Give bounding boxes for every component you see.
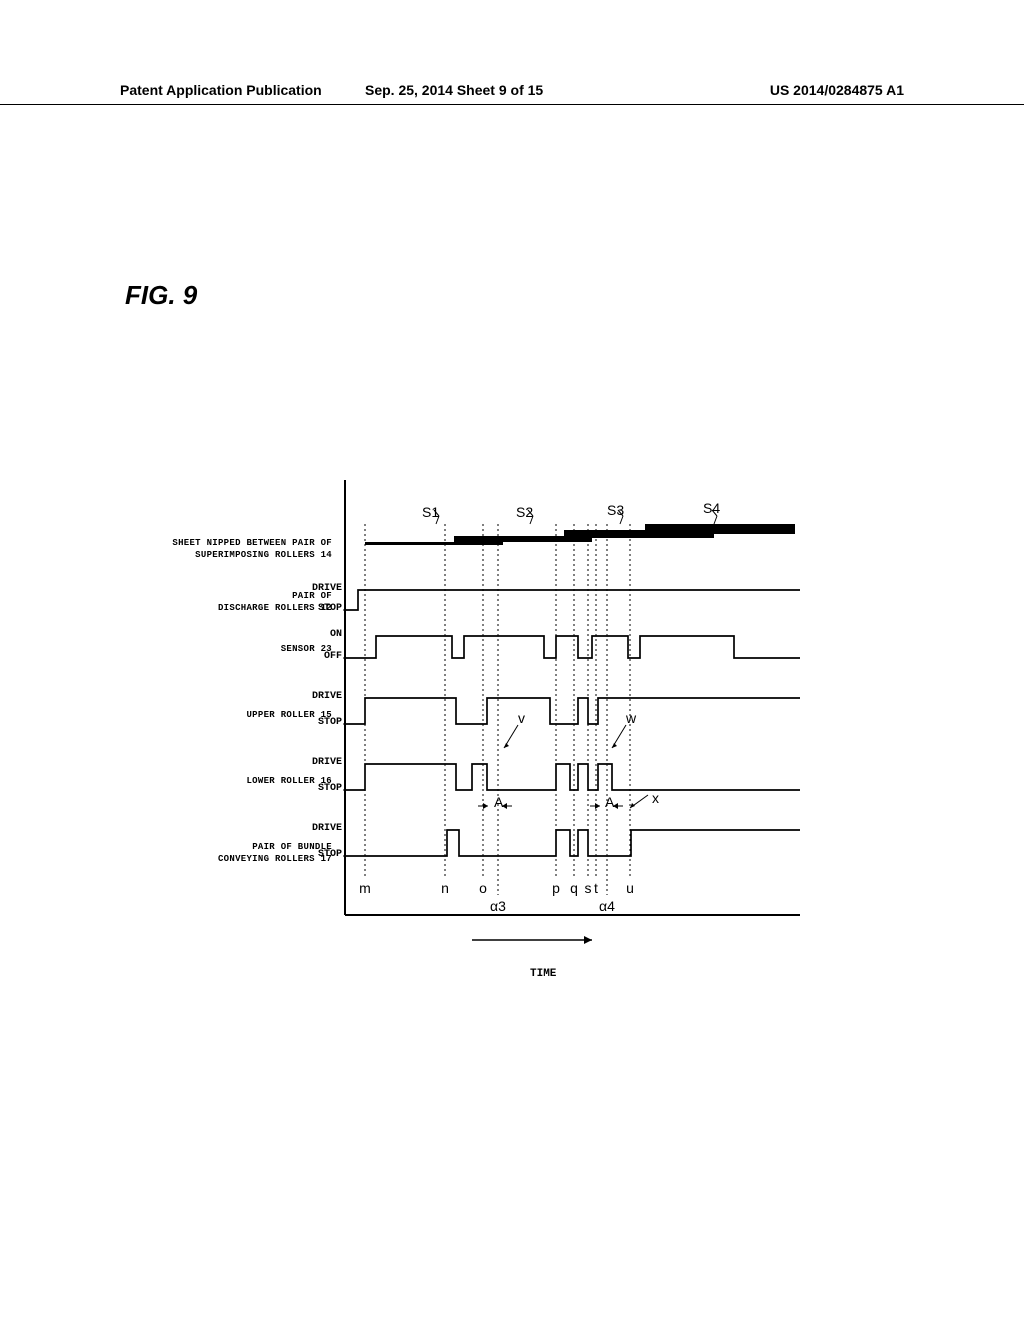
anno-x: x [652, 790, 659, 806]
state-hi-upper: DRIVE [298, 691, 342, 702]
state-lo-discharge: STOP [298, 603, 342, 614]
sheet-label-S3: S3 [607, 502, 624, 518]
alpha-4: α4 [599, 898, 615, 914]
anno-w: w [626, 710, 636, 726]
state-hi-bundle: DRIVE [298, 823, 342, 834]
header-left: Patent Application Publication [120, 82, 322, 98]
tick-n: n [441, 880, 449, 896]
state-lo-lower: STOP [298, 783, 342, 794]
state-lo-upper: STOP [298, 717, 342, 728]
state-hi-discharge: DRIVE [298, 583, 342, 594]
tick-s: s [585, 880, 592, 896]
anno-v: v [518, 710, 525, 726]
timing-diagram: mnopqstuα3α4TIMES1S2S3S4SHEET NIPPED BET… [160, 480, 820, 950]
document-header: Patent Application Publication Sep. 25, … [0, 82, 1024, 105]
sheet-label-S1: S1 [422, 504, 439, 520]
anno-A-right: A [605, 794, 614, 810]
sheet-label-S4: S4 [703, 500, 720, 516]
channel-label-sheet_nip: SUPERIMPOSING ROLLERS 14 [160, 550, 332, 560]
state-lo-bundle: STOP [298, 849, 342, 860]
wave-bundle [345, 830, 800, 856]
wave-sensor [345, 636, 800, 658]
state-lo-sensor: OFF [298, 651, 342, 662]
tick-t: t [594, 880, 598, 896]
state-hi-sensor: ON [298, 629, 342, 640]
wave-lower [345, 764, 800, 790]
state-hi-lower: DRIVE [298, 757, 342, 768]
sheet-label-S2: S2 [516, 504, 533, 520]
channel-label-sheet_nip: SHEET NIPPED BETWEEN PAIR OF [160, 538, 332, 548]
alpha-3: α3 [490, 898, 506, 914]
tick-m: m [359, 880, 371, 896]
sheet-bar-S4 [645, 524, 795, 534]
tick-u: u [626, 880, 634, 896]
sheet-bar-S1 [365, 542, 503, 545]
wave-upper [345, 698, 800, 724]
header-right: US 2014/0284875 A1 [770, 82, 904, 98]
tick-o: o [479, 880, 487, 896]
tick-p: p [552, 880, 560, 896]
wave-discharge [345, 590, 800, 610]
figure-label: FIG. 9 [125, 280, 197, 311]
time-label: TIME [530, 968, 556, 980]
header-mid: Sep. 25, 2014 Sheet 9 of 15 [365, 82, 543, 98]
tick-q: q [570, 880, 578, 896]
anno-A-left: A [494, 794, 503, 810]
